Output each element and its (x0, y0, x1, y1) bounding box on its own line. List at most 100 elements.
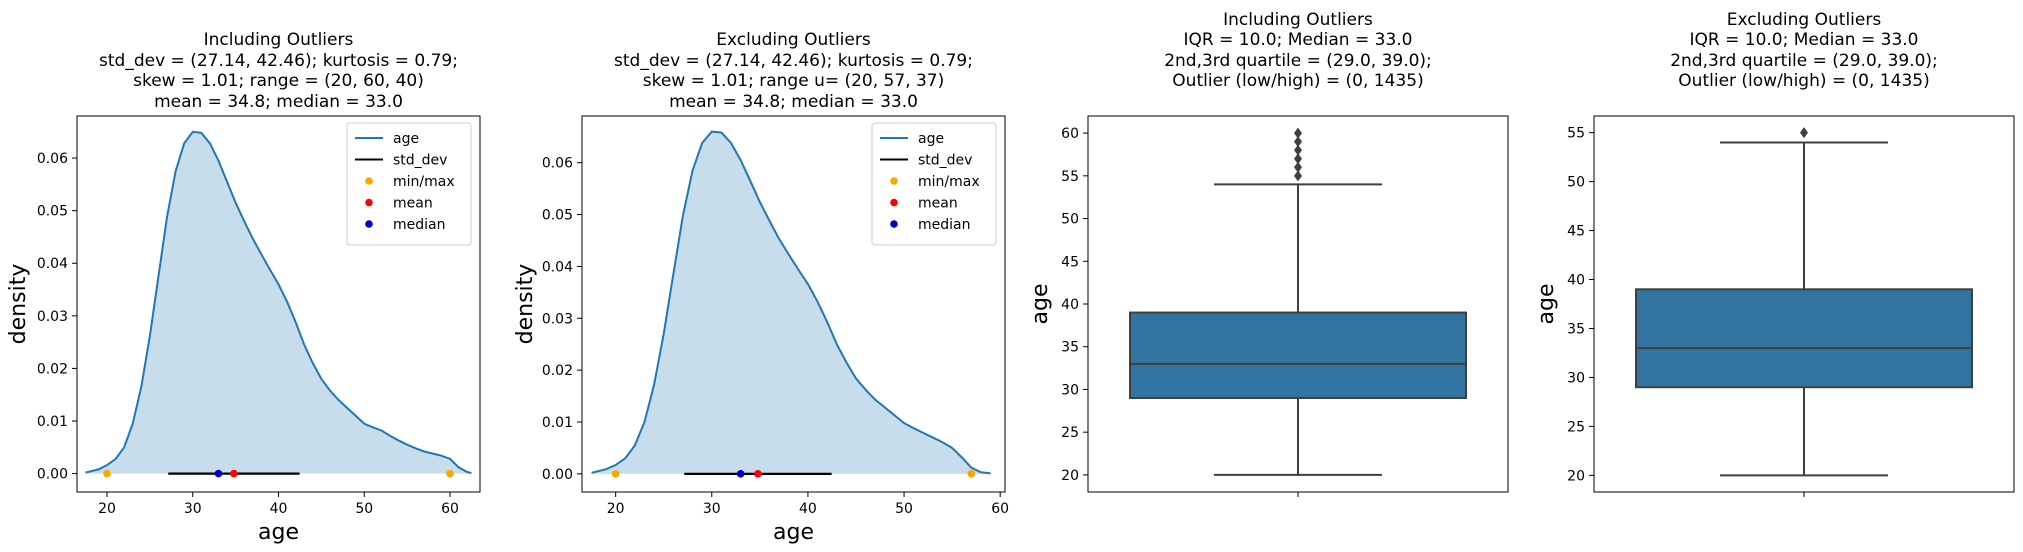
outlier-point (1294, 153, 1302, 165)
chart-title-line: mean = 34.8; median = 33.0 (669, 92, 918, 112)
y-tick-label: 0.02 (37, 361, 68, 377)
y-tick-label: 0.05 (542, 208, 573, 224)
chart-title-line: Including Outliers (1223, 10, 1373, 30)
x-tick-label: 30 (703, 501, 721, 517)
y-tick-label: 45 (1567, 224, 1585, 240)
min-max-point (967, 470, 976, 478)
y-tick-label: 0.01 (37, 414, 68, 430)
legend-label: std_dev (918, 153, 972, 169)
legend-label: min/max (918, 174, 980, 190)
y-tick-label: 25 (1567, 419, 1585, 435)
y-tick-label: 0.03 (542, 311, 573, 327)
chart-title-line: Excluding Outliers (716, 30, 871, 50)
y-tick-label: 55 (1061, 169, 1079, 185)
legend-swatch-median (365, 220, 373, 228)
y-axis-label: age (1028, 284, 1053, 325)
y-tick-label: 40 (1567, 273, 1585, 289)
y-tick-label: 30 (1567, 370, 1585, 386)
density-fill (591, 131, 991, 474)
y-tick-label: 0.00 (37, 467, 68, 483)
legend-label: age (918, 131, 944, 147)
chart-title-line: Outlier (low/high) = (0, 1435) (1678, 71, 1929, 91)
chart-title-line: Excluding Outliers (1727, 10, 1882, 30)
legend: age std_dev min/max mean median (871, 122, 997, 246)
y-tick-label: 35 (1567, 321, 1585, 337)
y-tick-label: 45 (1061, 254, 1079, 270)
legend-swatch-mean (365, 198, 373, 207)
x-tick-label: 50 (895, 501, 913, 517)
x-tick-label: 20 (98, 501, 116, 517)
y-tick-label: 60 (1061, 126, 1079, 142)
y-axis-label: density (513, 264, 538, 345)
density-fill (85, 131, 472, 474)
axes-frame (76, 115, 481, 493)
y-tick-label: 0.06 (37, 151, 68, 167)
mean-point (230, 469, 238, 478)
y-tick-label: 0.01 (542, 415, 573, 431)
axes-frame (1593, 115, 2015, 493)
chart-title-line: std_dev = (27.14, 42.46); kurtosis = 0.7… (614, 51, 973, 71)
x-tick-label: 20 (607, 501, 625, 517)
legend-swatch-median (890, 220, 898, 228)
legend-label: mean (918, 196, 958, 212)
y-tick-label: 0.06 (542, 156, 573, 172)
legend-label: age (393, 131, 419, 147)
chart-title-line: 2nd,3rd quartile = (29.0, 39.0); (1670, 51, 1938, 71)
y-tick-label: 0.02 (542, 363, 573, 379)
median-point (214, 469, 223, 478)
legend-label: std_dev (393, 153, 447, 169)
iqr-box (1129, 311, 1467, 399)
chart-title-line: Outlier (low/high) = (0, 1435) (1172, 71, 1423, 91)
y-tick-label: 0.04 (542, 259, 573, 275)
legend-label: median (918, 217, 970, 233)
y-tick-label: 50 (1567, 175, 1585, 191)
min-max-point (446, 469, 454, 478)
x-tick-label: 40 (799, 501, 817, 517)
mean-point (754, 470, 762, 478)
iqr-box (1635, 288, 1973, 389)
outlier-point (1294, 161, 1302, 173)
y-tick-label: 25 (1061, 425, 1079, 441)
legend: age std_dev min/max mean median (346, 122, 472, 246)
y-tick-label: 20 (1061, 468, 1079, 484)
chart-title-line: 2nd,3rd quartile = (29.0, 39.0); (1164, 51, 1432, 71)
y-tick-label: 50 (1061, 212, 1079, 228)
legend-label: median (393, 217, 445, 233)
chart-title-line: skew = 1.01; range = (20, 60, 40) (133, 71, 424, 91)
y-tick-label: 0.00 (542, 467, 573, 483)
x-axis-label: age (773, 520, 814, 545)
chart-title-line: IQR = 10.0; Median = 33.0 (1184, 30, 1413, 50)
chart-title-line: skew = 1.01; range u= (20, 57, 37) (643, 71, 945, 91)
legend-swatch-min/max (365, 177, 373, 185)
min-max-point (103, 469, 111, 478)
chart-title-line: std_dev = (27.14, 42.46); kurtosis = 0.7… (99, 51, 458, 71)
outlier-point (1294, 170, 1302, 182)
chart-title-line: IQR = 10.0; Median = 33.0 (1690, 30, 1919, 50)
y-tick-label: 0.03 (37, 309, 68, 325)
x-tick-label: 60 (441, 501, 459, 517)
chart-title-line: Including Outliers (204, 30, 354, 50)
legend-frame (871, 122, 997, 246)
y-tick-label: 40 (1061, 297, 1079, 313)
y-axis-label: density (6, 264, 31, 345)
y-tick-label: 55 (1567, 126, 1585, 142)
outlier-point (1294, 144, 1302, 156)
x-axis-label: age (258, 520, 299, 545)
y-tick-label: 35 (1061, 340, 1079, 356)
x-tick-label: 40 (270, 501, 288, 517)
y-tick-label: 0.05 (37, 204, 68, 220)
min-max-point (611, 470, 620, 478)
axes-frame (581, 115, 1006, 493)
legend-swatch-min/max (890, 177, 898, 185)
legend-frame (346, 122, 472, 246)
x-tick-label: 50 (355, 501, 373, 517)
y-tick-label: 20 (1567, 468, 1585, 484)
y-axis-label: age (1534, 284, 1559, 325)
median-point (736, 470, 745, 478)
outlier-point (1294, 127, 1302, 139)
